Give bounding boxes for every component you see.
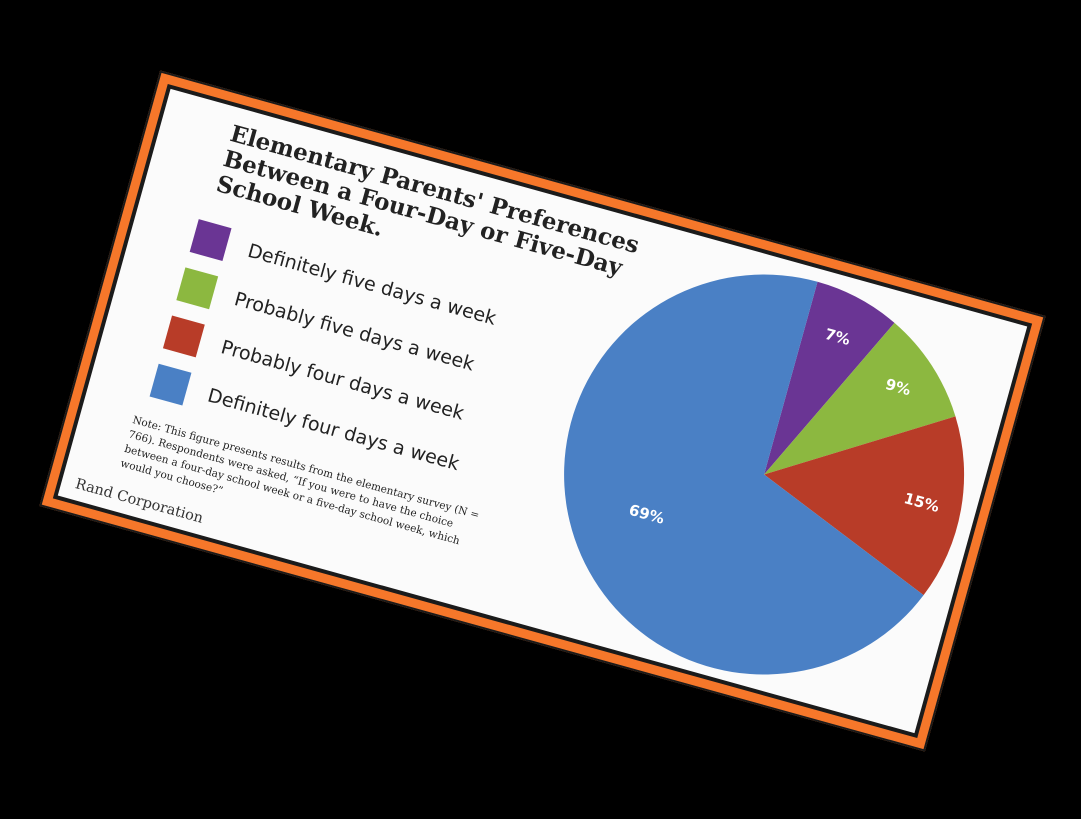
orange-frame: Elementary Parents' Preferences Between … xyxy=(39,70,1046,752)
pie-slice-probably-four xyxy=(764,416,965,596)
pie-slice-definitely-four xyxy=(564,274,924,675)
legend-swatch xyxy=(162,315,205,358)
chart-card: Elementary Parents' Preferences Between … xyxy=(57,88,1028,734)
pie-slice-probably-five xyxy=(764,322,956,475)
pie-chart: 7%9%15%69% xyxy=(564,274,965,675)
legend-swatch xyxy=(149,363,192,406)
pie-slice-definitely-five xyxy=(764,281,895,475)
frame-inner-border: Elementary Parents' Preferences Between … xyxy=(52,83,1033,739)
legend-swatch xyxy=(189,219,232,262)
legend-swatch xyxy=(176,267,219,310)
